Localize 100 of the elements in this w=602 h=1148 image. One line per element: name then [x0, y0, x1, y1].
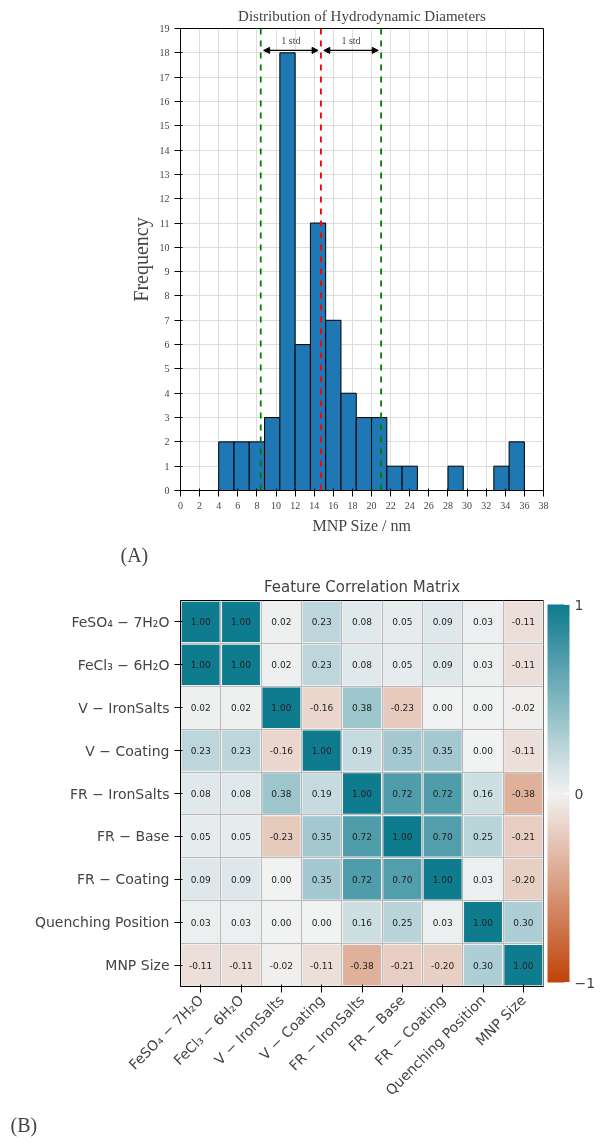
- y-tick-label: 3: [164, 412, 170, 424]
- data-label: 0.19: [311, 789, 332, 799]
- data-label: 1.00: [392, 831, 413, 842]
- y-tick-label: FeSO₄ − 7H₂O: [71, 613, 170, 630]
- data-label: 0.08: [190, 789, 211, 799]
- data-label: 0.05: [190, 831, 211, 842]
- y-tick-label: 15: [159, 120, 170, 132]
- data-label: -0.11: [310, 960, 334, 971]
- chart-title: Feature Correlation Matrix: [263, 577, 461, 596]
- annotation: 1 std: [341, 34, 361, 46]
- data-label: 0.35: [432, 746, 453, 757]
- data-label: 0.00: [271, 917, 292, 928]
- data-label: 0.35: [311, 831, 332, 842]
- data-label: -0.16: [269, 746, 294, 757]
- data-label: -0.21: [511, 831, 535, 842]
- x-tick-label: 32: [481, 499, 492, 511]
- data-label: 1.00: [190, 660, 211, 671]
- y-tick-label: 17: [159, 71, 170, 83]
- data-label: 1.00: [432, 874, 453, 885]
- y-tick-label: 14: [159, 144, 170, 156]
- x-tick-label: 10: [271, 499, 282, 511]
- y-tick-label: 9: [164, 266, 170, 278]
- y-tick-label: 12: [159, 193, 170, 205]
- y-tick-label: 11: [159, 217, 170, 229]
- y-tick-label: 1: [164, 460, 170, 472]
- data-label: 0.38: [351, 703, 373, 714]
- data-label: 0.05: [392, 617, 413, 628]
- data-label: -0.23: [390, 703, 414, 714]
- data-label: -0.02: [269, 960, 293, 971]
- x-tick-label: 18: [347, 499, 358, 511]
- data-label: 0.70: [392, 874, 413, 885]
- data-label: 0.23: [190, 746, 211, 757]
- data-label: 1.00: [351, 789, 373, 799]
- y-axis-title: Frequency: [129, 217, 153, 302]
- y-tick-label: 18: [159, 47, 170, 59]
- data-label: 1.00: [230, 660, 252, 671]
- y-tick-label: 13: [159, 168, 170, 180]
- y-tick-label: FR − Base: [97, 828, 170, 845]
- data-label: -0.11: [189, 960, 213, 971]
- data-label: 1.00: [311, 746, 332, 757]
- data-label: 0.23: [230, 746, 252, 757]
- data-label: 0.72: [351, 874, 373, 885]
- data-label: 0.02: [271, 617, 292, 628]
- data-label: 0.72: [392, 789, 413, 799]
- data-label: 0.30: [513, 917, 534, 928]
- y-tick-label: Quenching Position: [34, 914, 170, 931]
- x-tick-label: 26: [423, 499, 434, 511]
- x-axis-title: MNP Size / nm: [312, 516, 412, 534]
- data-label: 0.70: [432, 831, 453, 842]
- data-label: 0.25: [392, 917, 413, 928]
- data-label: 0.03: [190, 917, 211, 928]
- data-label: -0.21: [390, 960, 414, 971]
- x-tick-label: 36: [519, 499, 530, 511]
- data-label: 0.08: [230, 789, 252, 799]
- data-label: -0.11: [511, 660, 535, 671]
- data-label: 1.00: [190, 617, 211, 628]
- data-label: -0.20: [431, 960, 455, 971]
- y-tick-label: FR − Coating: [77, 871, 170, 888]
- data-label: -0.38: [350, 960, 374, 971]
- data-label: 0.25: [472, 831, 494, 842]
- data-label: -0.11: [229, 960, 253, 971]
- data-label: 1.00: [271, 703, 292, 714]
- data-label: 1.00: [472, 917, 494, 928]
- x-tick-label: 14: [309, 499, 320, 511]
- text: (B): [10, 1113, 38, 1137]
- y-tick-label: FR − IronSalts: [69, 785, 170, 802]
- data-label: 0.02: [230, 703, 252, 714]
- x-tick-label: 30: [462, 499, 473, 511]
- data-label: -0.11: [511, 746, 535, 757]
- data-label: -0.23: [269, 831, 293, 842]
- data-label: 0.38: [271, 789, 292, 799]
- data-label: 0.35: [311, 874, 332, 885]
- data-label: 0.00: [472, 746, 494, 757]
- data-label: 0.09: [190, 874, 211, 885]
- x-tick-label: 2: [197, 499, 203, 511]
- y-tick-label: 5: [164, 363, 170, 375]
- x-tick-label: 28: [442, 499, 453, 511]
- data-label: 0.03: [472, 617, 494, 628]
- data-label: 1.00: [513, 960, 534, 971]
- y-tick-label: 2: [164, 436, 170, 448]
- data-label: 0.00: [271, 874, 292, 885]
- x-tick-label: 34: [500, 499, 511, 511]
- x-tick-label: 20: [366, 499, 377, 511]
- data-label: 0.72: [351, 831, 373, 842]
- data-label: 1.00: [230, 617, 252, 628]
- data-label: 0.23: [311, 660, 332, 671]
- data-label: 0.23: [311, 617, 332, 628]
- y-tick-label: 4: [164, 387, 170, 399]
- data-label: 0.03: [230, 917, 252, 928]
- color-bar-label: 1: [574, 596, 584, 613]
- data-label: 0.09: [230, 874, 252, 885]
- chart-title: Distribution of Hydrodynamic Diameters: [238, 7, 487, 24]
- y-tick-label: 0: [164, 485, 170, 496]
- x-tick-label: 8: [254, 499, 260, 511]
- data-label: -0.11: [511, 617, 535, 628]
- y-tick-label: MNP Size: [105, 957, 170, 974]
- data-label: 0.09: [432, 660, 453, 671]
- data-label: 0.03: [432, 917, 453, 928]
- x-tick-label: 0: [178, 499, 183, 511]
- text: (A): [120, 543, 149, 567]
